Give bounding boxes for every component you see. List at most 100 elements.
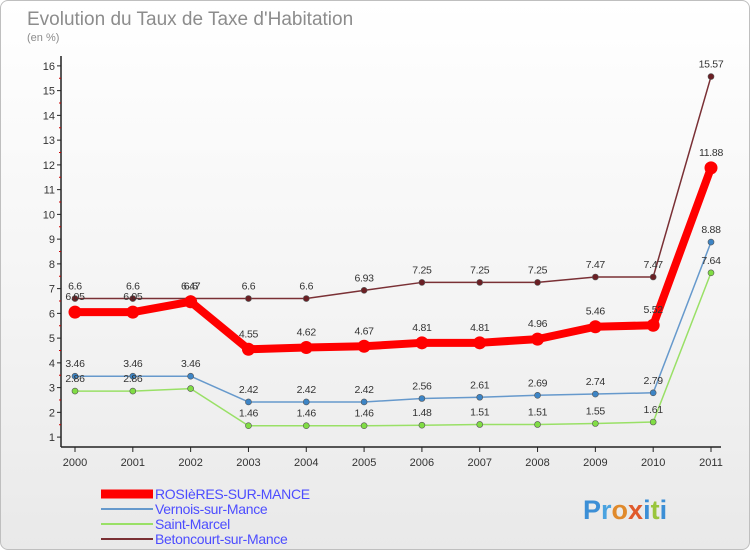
series-3-data-label: 6.93	[354, 272, 374, 284]
chart-subtitle: (en %)	[27, 32, 59, 44]
series-0-point	[646, 318, 660, 332]
series-line-3	[75, 76, 712, 300]
series-1-data-label: 3.46	[65, 358, 85, 370]
series-0-point	[184, 295, 198, 309]
series-2-data-label: 1.46	[354, 408, 374, 420]
series-2-data-label: 1.46	[297, 408, 317, 420]
series-0-data-label: 11.88	[699, 147, 723, 159]
series-3-data-label: 6.6	[68, 281, 82, 293]
series-2-point	[649, 418, 657, 426]
series-0-point	[588, 320, 602, 334]
series-line-2	[75, 272, 712, 427]
series-1-point	[360, 398, 368, 406]
series-0-data-label: 4.62	[297, 327, 317, 339]
series-1-point	[245, 398, 252, 406]
x-tick-label: 2003	[236, 457, 260, 469]
series-2-data-label: 1.55	[586, 405, 606, 417]
x-tick-label: 2006	[410, 457, 434, 469]
y-tick-label: 3	[49, 383, 55, 395]
series-0-data-label: 6.47	[181, 281, 201, 293]
series-0-data-label: 4.96	[528, 318, 548, 330]
series-0-point	[241, 342, 255, 356]
y-tick-label: 6	[49, 308, 55, 320]
series-2-data-label: 2.86	[123, 373, 143, 385]
series-2-data-label: 1.51	[470, 406, 490, 418]
x-tick-label: 2010	[641, 457, 665, 469]
series-0-point	[126, 305, 140, 319]
x-tick-label: 2005	[352, 457, 376, 469]
x-tick-label: 2004	[294, 457, 318, 469]
series-3-data-label: 7.25	[412, 264, 432, 276]
series-3-point	[302, 295, 310, 302]
series-1-point	[187, 372, 194, 380]
series-2-data-label: 1.61	[644, 404, 664, 416]
series-1-data-label: 2.79	[644, 375, 664, 387]
series-2-data-label: 1.46	[239, 408, 259, 420]
series-1-data-label: 2.42	[297, 384, 317, 396]
series-1-point	[649, 389, 657, 397]
series-0-data-label: 4.55	[239, 328, 259, 340]
series-0-data-label: 4.81	[412, 322, 432, 334]
series-1-point	[534, 391, 541, 399]
series-0-point	[415, 336, 429, 350]
y-tick-label: 8	[49, 259, 55, 271]
series-2-point	[360, 422, 368, 430]
series-2-point	[71, 387, 79, 395]
series-0-data-label: 4.67	[354, 325, 374, 337]
series-2-data-label: 1.51	[528, 406, 548, 418]
series-3-point	[360, 287, 368, 294]
series-0-data-label: 6.05	[123, 291, 143, 303]
series-2-data-label: 7.64	[701, 255, 721, 267]
series-line-1	[75, 241, 712, 403]
series-2-point	[302, 422, 310, 430]
series-3-data-label: 7.47	[586, 259, 606, 271]
x-tick-label: 2008	[525, 457, 549, 469]
chart-title: Evolution du Taux de Taxe d'Habitation	[27, 9, 353, 30]
data-labels: 6.05 6.05 6.47 4.55 4.62 4.67 4.81 4.81 4.96 5.46…	[65, 59, 724, 420]
series-1-data-label: 3.46	[181, 358, 201, 370]
series-1-point	[476, 393, 484, 401]
y-tick-label: 11	[44, 185, 55, 197]
series-3-point	[592, 273, 599, 281]
y-tick-label: 13	[43, 135, 55, 147]
x-tick-label: 2001	[121, 457, 145, 469]
series-2-point	[245, 422, 252, 430]
series-2-point	[534, 421, 541, 428]
series-line-0	[75, 166, 715, 354]
series-3-point	[707, 73, 715, 80]
series-3-data-label: 15.57	[699, 59, 724, 71]
y-tick-label: 12	[43, 160, 55, 172]
legend: ROSIèRES-SUR-MANCEVernois-sur-ManceSaint…	[101, 486, 310, 547]
series-3-data-label: 6.6	[299, 281, 313, 293]
series-3-point	[129, 295, 137, 302]
series-2-point	[418, 421, 426, 429]
series-2-data-label: 1.48	[412, 407, 432, 419]
series-1-point	[302, 398, 310, 406]
series-3-data-label: 6.6	[126, 281, 140, 293]
legend-label-0: ROSIèRES-SUR-MANCE	[155, 486, 310, 502]
series-2-data-label: 2.86	[65, 373, 85, 385]
series-0-data-label: 5.52	[644, 304, 664, 316]
series-1-point	[71, 372, 79, 380]
series-1-data-label: 2.69	[528, 377, 548, 389]
legend-label-3: Betoncourt-sur-Mance	[155, 531, 288, 547]
series-1-data-label: 2.74	[586, 376, 606, 388]
x-tick-label: 2009	[583, 457, 607, 469]
series-3-point	[245, 295, 252, 302]
series-0-data-label: 4.81	[470, 322, 490, 334]
y-tick-label: 1	[49, 432, 55, 444]
y-tick-label: 15	[43, 86, 55, 98]
series-1-point	[418, 395, 426, 402]
x-tick-label: 2011	[699, 457, 723, 469]
proxiti-logo: Proxiti	[583, 495, 667, 525]
y-tick-label: 7	[49, 284, 55, 296]
series-0-point	[68, 305, 82, 319]
series-0-data-label: 6.05	[65, 291, 85, 303]
y-tick-label: 9	[49, 234, 55, 246]
series-3-point	[534, 279, 541, 286]
series-0-point	[531, 332, 545, 346]
legend-label-2: Saint-Marcel	[155, 516, 230, 532]
series-1-data-label: 8.88	[701, 224, 721, 236]
y-tick-label: 5	[49, 333, 55, 345]
